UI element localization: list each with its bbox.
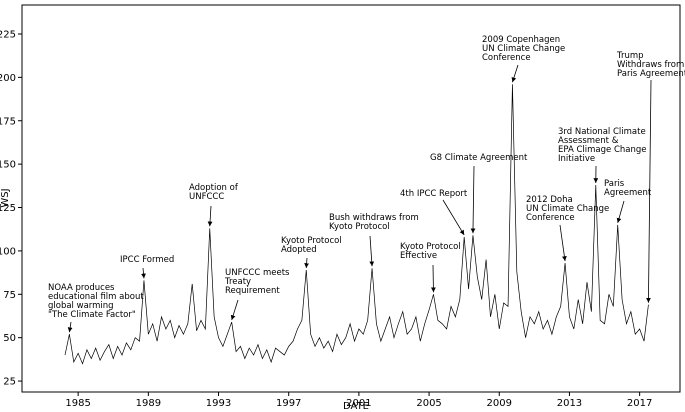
annotation-text: 2012 Doha xyxy=(526,195,573,205)
annotation-text: Kyoto Protocol xyxy=(329,222,390,232)
annotation-arrow xyxy=(470,165,476,234)
y-tick-label: 50 xyxy=(3,333,16,344)
annotation-text: Adoption of xyxy=(189,183,239,193)
data-line xyxy=(64,84,649,365)
annotation-text: Kyoto Protocol xyxy=(281,236,342,246)
x-tick-label: 2009 xyxy=(487,398,512,409)
annotation: G8 Climate Agreement xyxy=(430,153,528,234)
annotation-arrow xyxy=(511,64,519,83)
annotation-arrow xyxy=(616,200,625,223)
x-tick-label: 2013 xyxy=(557,398,582,409)
x-axis-label: DATE xyxy=(343,401,369,412)
annotation-text: G8 Climate Agreement xyxy=(430,153,528,163)
x-tick-label: 2017 xyxy=(627,398,652,409)
annotation-text: "The Climate Factor" xyxy=(48,310,136,320)
annotation-text: global warming xyxy=(48,301,114,311)
annotation-text: EPA Climage Change xyxy=(558,145,647,155)
annotation-text: UNFCCC meets xyxy=(225,268,290,278)
plot-frame xyxy=(21,4,681,393)
annotation-text: Bush withdraws from xyxy=(329,213,419,223)
y-tick-label: 225 xyxy=(0,29,16,40)
annotation-text: 3rd National Climate xyxy=(558,127,646,137)
y-tick-label: 150 xyxy=(0,160,16,171)
annotation-text: Trump xyxy=(616,51,644,61)
x-tick-label: 1993 xyxy=(206,398,231,409)
x-tick-label: 2005 xyxy=(416,398,441,409)
annotation-arrow xyxy=(559,224,567,262)
annotation-text: Initiative xyxy=(558,154,595,164)
annotation-text: IPCC Formed xyxy=(120,255,174,265)
annotation-arrow xyxy=(646,79,652,303)
annotation-arrow xyxy=(442,199,465,236)
annotation-text: Paris Agreement xyxy=(617,69,685,79)
annotation-text: Withdraws from xyxy=(617,60,684,70)
x-tick-label: 1985 xyxy=(65,398,90,409)
annotation-text: Paris xyxy=(604,179,625,189)
annotation-arrow xyxy=(207,205,213,227)
annotation-arrow xyxy=(369,235,375,267)
x-tick-label: 1997 xyxy=(276,398,301,409)
annotation-text: Agreement xyxy=(604,188,652,198)
annotation-text: 4th IPCC Report xyxy=(400,189,468,199)
annotation-text: 2009 Copenhagen xyxy=(482,35,560,45)
annotation-text: Assessment & xyxy=(558,136,619,146)
annotation-text: Adopted xyxy=(281,245,317,255)
annotation-text: Conference xyxy=(482,53,531,63)
annotation-text: UNFCCC xyxy=(189,192,224,202)
annotation-text: Kyoto Protocol xyxy=(400,242,461,252)
annotation-text: Conference xyxy=(526,213,575,223)
annotation: IPCC Formed xyxy=(120,255,174,279)
x-tick-label: 2001 xyxy=(346,398,371,409)
x-tick-label: 1989 xyxy=(136,398,161,409)
y-tick-label: 200 xyxy=(0,73,16,84)
y-tick-label: 75 xyxy=(3,290,16,301)
annotation-text: Effective xyxy=(400,251,437,261)
annotation-text: educational film about xyxy=(48,292,144,302)
annotation-arrow xyxy=(141,267,146,279)
y-tick-label: 175 xyxy=(0,116,16,127)
annotation-arrow xyxy=(304,257,310,269)
y-tick-label: 100 xyxy=(0,246,16,257)
annotation-text: Requirement xyxy=(225,286,280,296)
annotation: 4th IPCC Report xyxy=(400,189,468,236)
annotation-text: Treaty xyxy=(224,277,251,287)
annotation-text: UN Climate Change xyxy=(526,204,609,214)
y-tick-label: 125 xyxy=(0,203,16,214)
annotation-arrow xyxy=(67,321,73,333)
y-axis-label: WSJ xyxy=(0,188,11,207)
annotation-text: NOAA produces xyxy=(48,283,115,293)
y-tick-label: 25 xyxy=(3,377,16,388)
annotation-text: UN Climate Change xyxy=(482,44,565,54)
annotation-arrow xyxy=(230,299,239,321)
